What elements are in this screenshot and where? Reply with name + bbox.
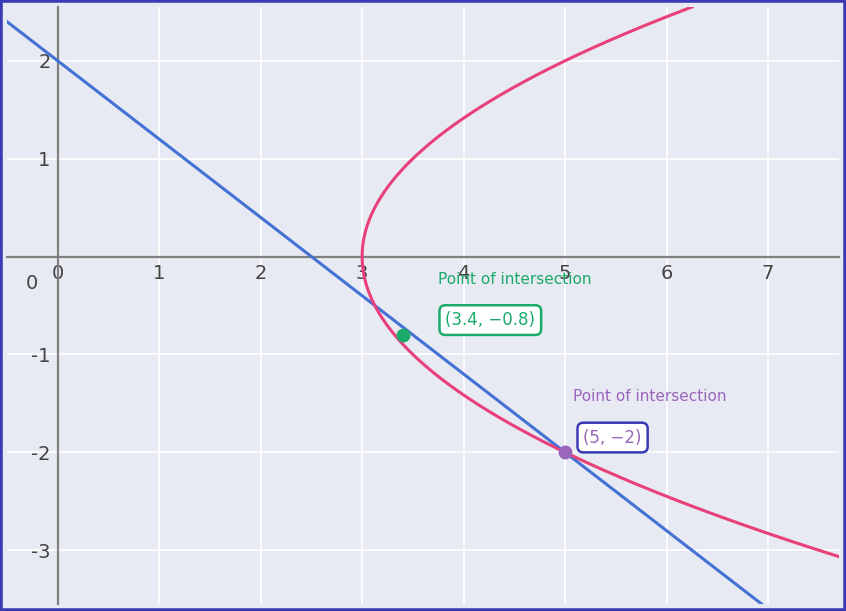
Text: (3.4, −0.8): (3.4, −0.8) (445, 311, 536, 329)
Text: Point of intersection: Point of intersection (574, 389, 727, 404)
Text: (5, −2): (5, −2) (584, 428, 642, 447)
Text: 0: 0 (26, 274, 38, 293)
Text: Point of intersection: Point of intersection (438, 272, 591, 287)
